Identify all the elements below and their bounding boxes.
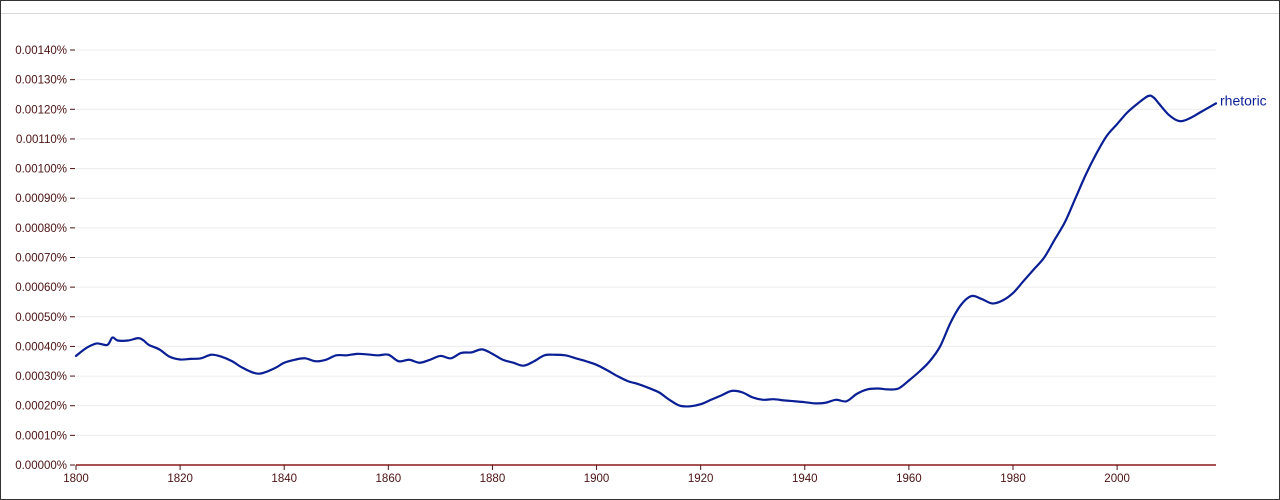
x-tick-label: 1940 [792, 473, 818, 485]
x-tick-label: 1960 [896, 473, 922, 485]
y-tick-label: 0.00070% [15, 253, 67, 265]
x-tick-label: 1900 [584, 473, 610, 485]
x-tick-label: 1840 [271, 473, 297, 485]
x-tick-label: 2000 [1104, 473, 1130, 485]
y-tick-label: 0.00020% [15, 401, 67, 413]
y-tick-label: 0.00140% [15, 45, 67, 57]
x-tick-label: 1860 [376, 473, 402, 485]
y-tick-label: 0.00040% [15, 341, 67, 353]
y-tick-label: 0.00120% [15, 104, 67, 116]
x-tick-label: 1800 [63, 473, 89, 485]
x-axis: 1800 1820 1840 1860 1880 1900 1920 1940 1960 1980… [63, 464, 1216, 485]
y-tick-label: 0.00100% [15, 164, 67, 176]
y-tick-label: 0.00090% [15, 193, 67, 205]
x-tick-label: 1880 [480, 473, 506, 485]
x-tick-label: 1820 [167, 473, 193, 485]
top-divider [1, 13, 1279, 14]
y-tick-label: 0.00080% [15, 223, 67, 235]
plot-area: rhetoric [74, 92, 1267, 408]
x-tick-label: 1980 [1000, 473, 1026, 485]
y-tick-label: 0.00050% [15, 312, 67, 324]
series-line-rhetoric [74, 94, 1218, 408]
y-tick-label: 0.00030% [15, 371, 67, 383]
y-tick-label: 0.00060% [15, 282, 67, 294]
x-tick-label: 1920 [688, 473, 714, 485]
grid-lines [76, 49, 1216, 436]
y-tick-label: 0.00000% [15, 460, 67, 472]
y-tick-label: 0.00010% [15, 430, 67, 442]
y-tick-label: 0.00130% [15, 75, 67, 87]
y-axis: 0.00000% 0.00010% 0.00020% 0.00030% 0.00040%… [15, 45, 75, 472]
series-label-rhetoric: rhetoric [1220, 92, 1267, 108]
y-tick-label: 0.00110% [16, 134, 67, 146]
